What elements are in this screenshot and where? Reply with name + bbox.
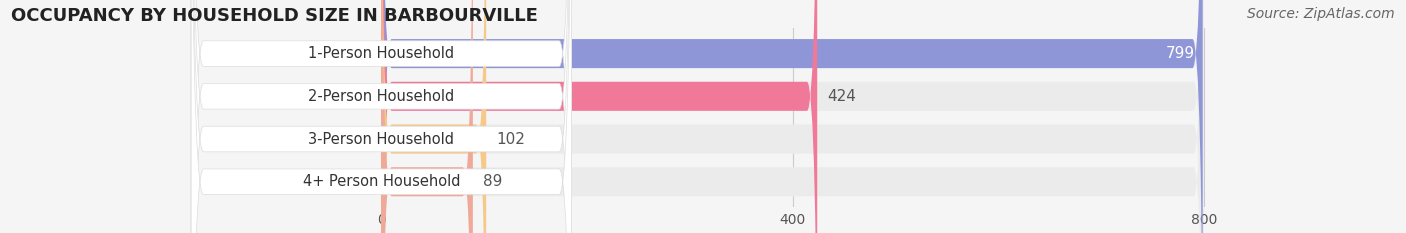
FancyBboxPatch shape [381,0,472,233]
Text: 799: 799 [1166,46,1195,61]
FancyBboxPatch shape [381,0,1204,233]
Text: OCCUPANCY BY HOUSEHOLD SIZE IN BARBOURVILLE: OCCUPANCY BY HOUSEHOLD SIZE IN BARBOURVI… [11,7,538,25]
Text: 3-Person Household: 3-Person Household [308,131,454,147]
FancyBboxPatch shape [381,0,817,233]
FancyBboxPatch shape [381,0,1204,233]
FancyBboxPatch shape [191,0,571,233]
FancyBboxPatch shape [191,0,571,233]
FancyBboxPatch shape [381,0,486,233]
FancyBboxPatch shape [381,0,1204,233]
Text: 2-Person Household: 2-Person Household [308,89,454,104]
Text: 89: 89 [484,174,502,189]
FancyBboxPatch shape [381,0,1204,233]
FancyBboxPatch shape [191,0,571,233]
Text: 1-Person Household: 1-Person Household [308,46,454,61]
Text: 4+ Person Household: 4+ Person Household [302,174,460,189]
FancyBboxPatch shape [191,0,571,233]
FancyBboxPatch shape [381,0,1202,233]
Text: 102: 102 [496,131,526,147]
Text: 424: 424 [828,89,856,104]
Text: Source: ZipAtlas.com: Source: ZipAtlas.com [1247,7,1395,21]
